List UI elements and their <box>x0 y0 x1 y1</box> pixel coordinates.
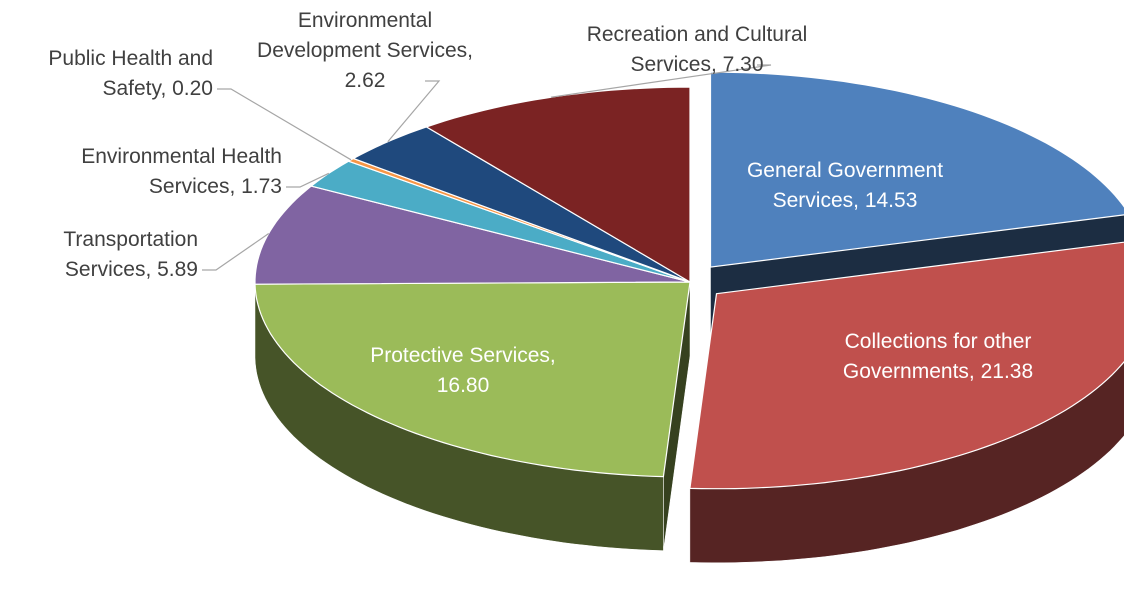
slice-collections-for-other-governments <box>689 241 1124 490</box>
slice-protective-services <box>254 281 691 478</box>
leader-line-environmental-health-services <box>286 172 330 188</box>
leader-line-transportation-services <box>202 233 270 271</box>
pie-top-faces <box>254 71 1124 490</box>
data-label-protective-services: Protective Services, 16.80 <box>370 344 556 397</box>
leader-line-recreation-and-cultural-services <box>550 64 772 98</box>
data-label-environmental-development-services: Environmental Development Services, 2.62 <box>257 9 473 92</box>
slice-environmental-development-services <box>351 126 691 283</box>
data-label-general-government-services: General Government Services, 14.53 <box>747 159 943 212</box>
leader-line-environmental-development-services <box>387 80 441 143</box>
data-labels: General Government Services, 14.53 Collect… <box>48 9 1033 397</box>
leader-line-public-health-and-safety <box>217 88 352 161</box>
data-label-public-health-and-safety: Public Health and Safety, 0.20 <box>48 47 213 100</box>
leader-lines <box>202 64 772 271</box>
data-label-environmental-health-services: Environmental Health Services, 1.73 <box>81 145 282 198</box>
data-label-collections-for-other-governments: Collections for other Governments, 21.38 <box>843 330 1033 383</box>
data-label-recreation-and-cultural-services: Recreation and Cultural Services, 7.30 <box>587 23 808 76</box>
data-label-transportation-services: Transportation Services, 5.89 <box>63 228 198 281</box>
slice-general-government-services <box>709 71 1124 268</box>
slice-recreation-and-cultural-services <box>424 86 691 284</box>
